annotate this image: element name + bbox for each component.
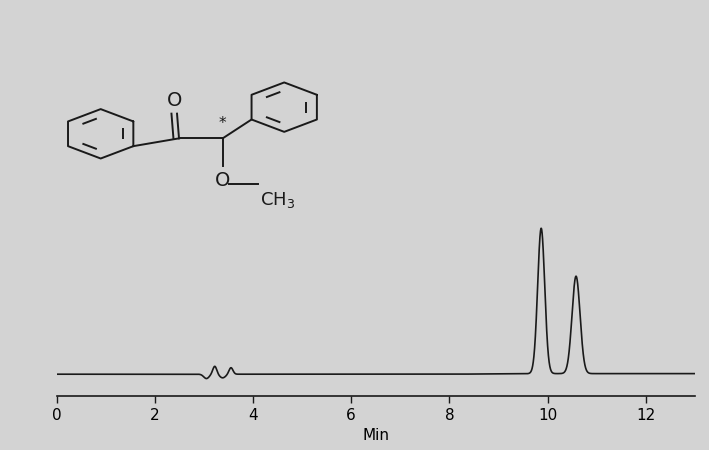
Text: *: * <box>219 116 226 131</box>
Text: O: O <box>167 91 182 110</box>
X-axis label: Min: Min <box>362 428 389 443</box>
Text: O: O <box>215 171 230 190</box>
Text: CH$_3$: CH$_3$ <box>260 190 296 210</box>
